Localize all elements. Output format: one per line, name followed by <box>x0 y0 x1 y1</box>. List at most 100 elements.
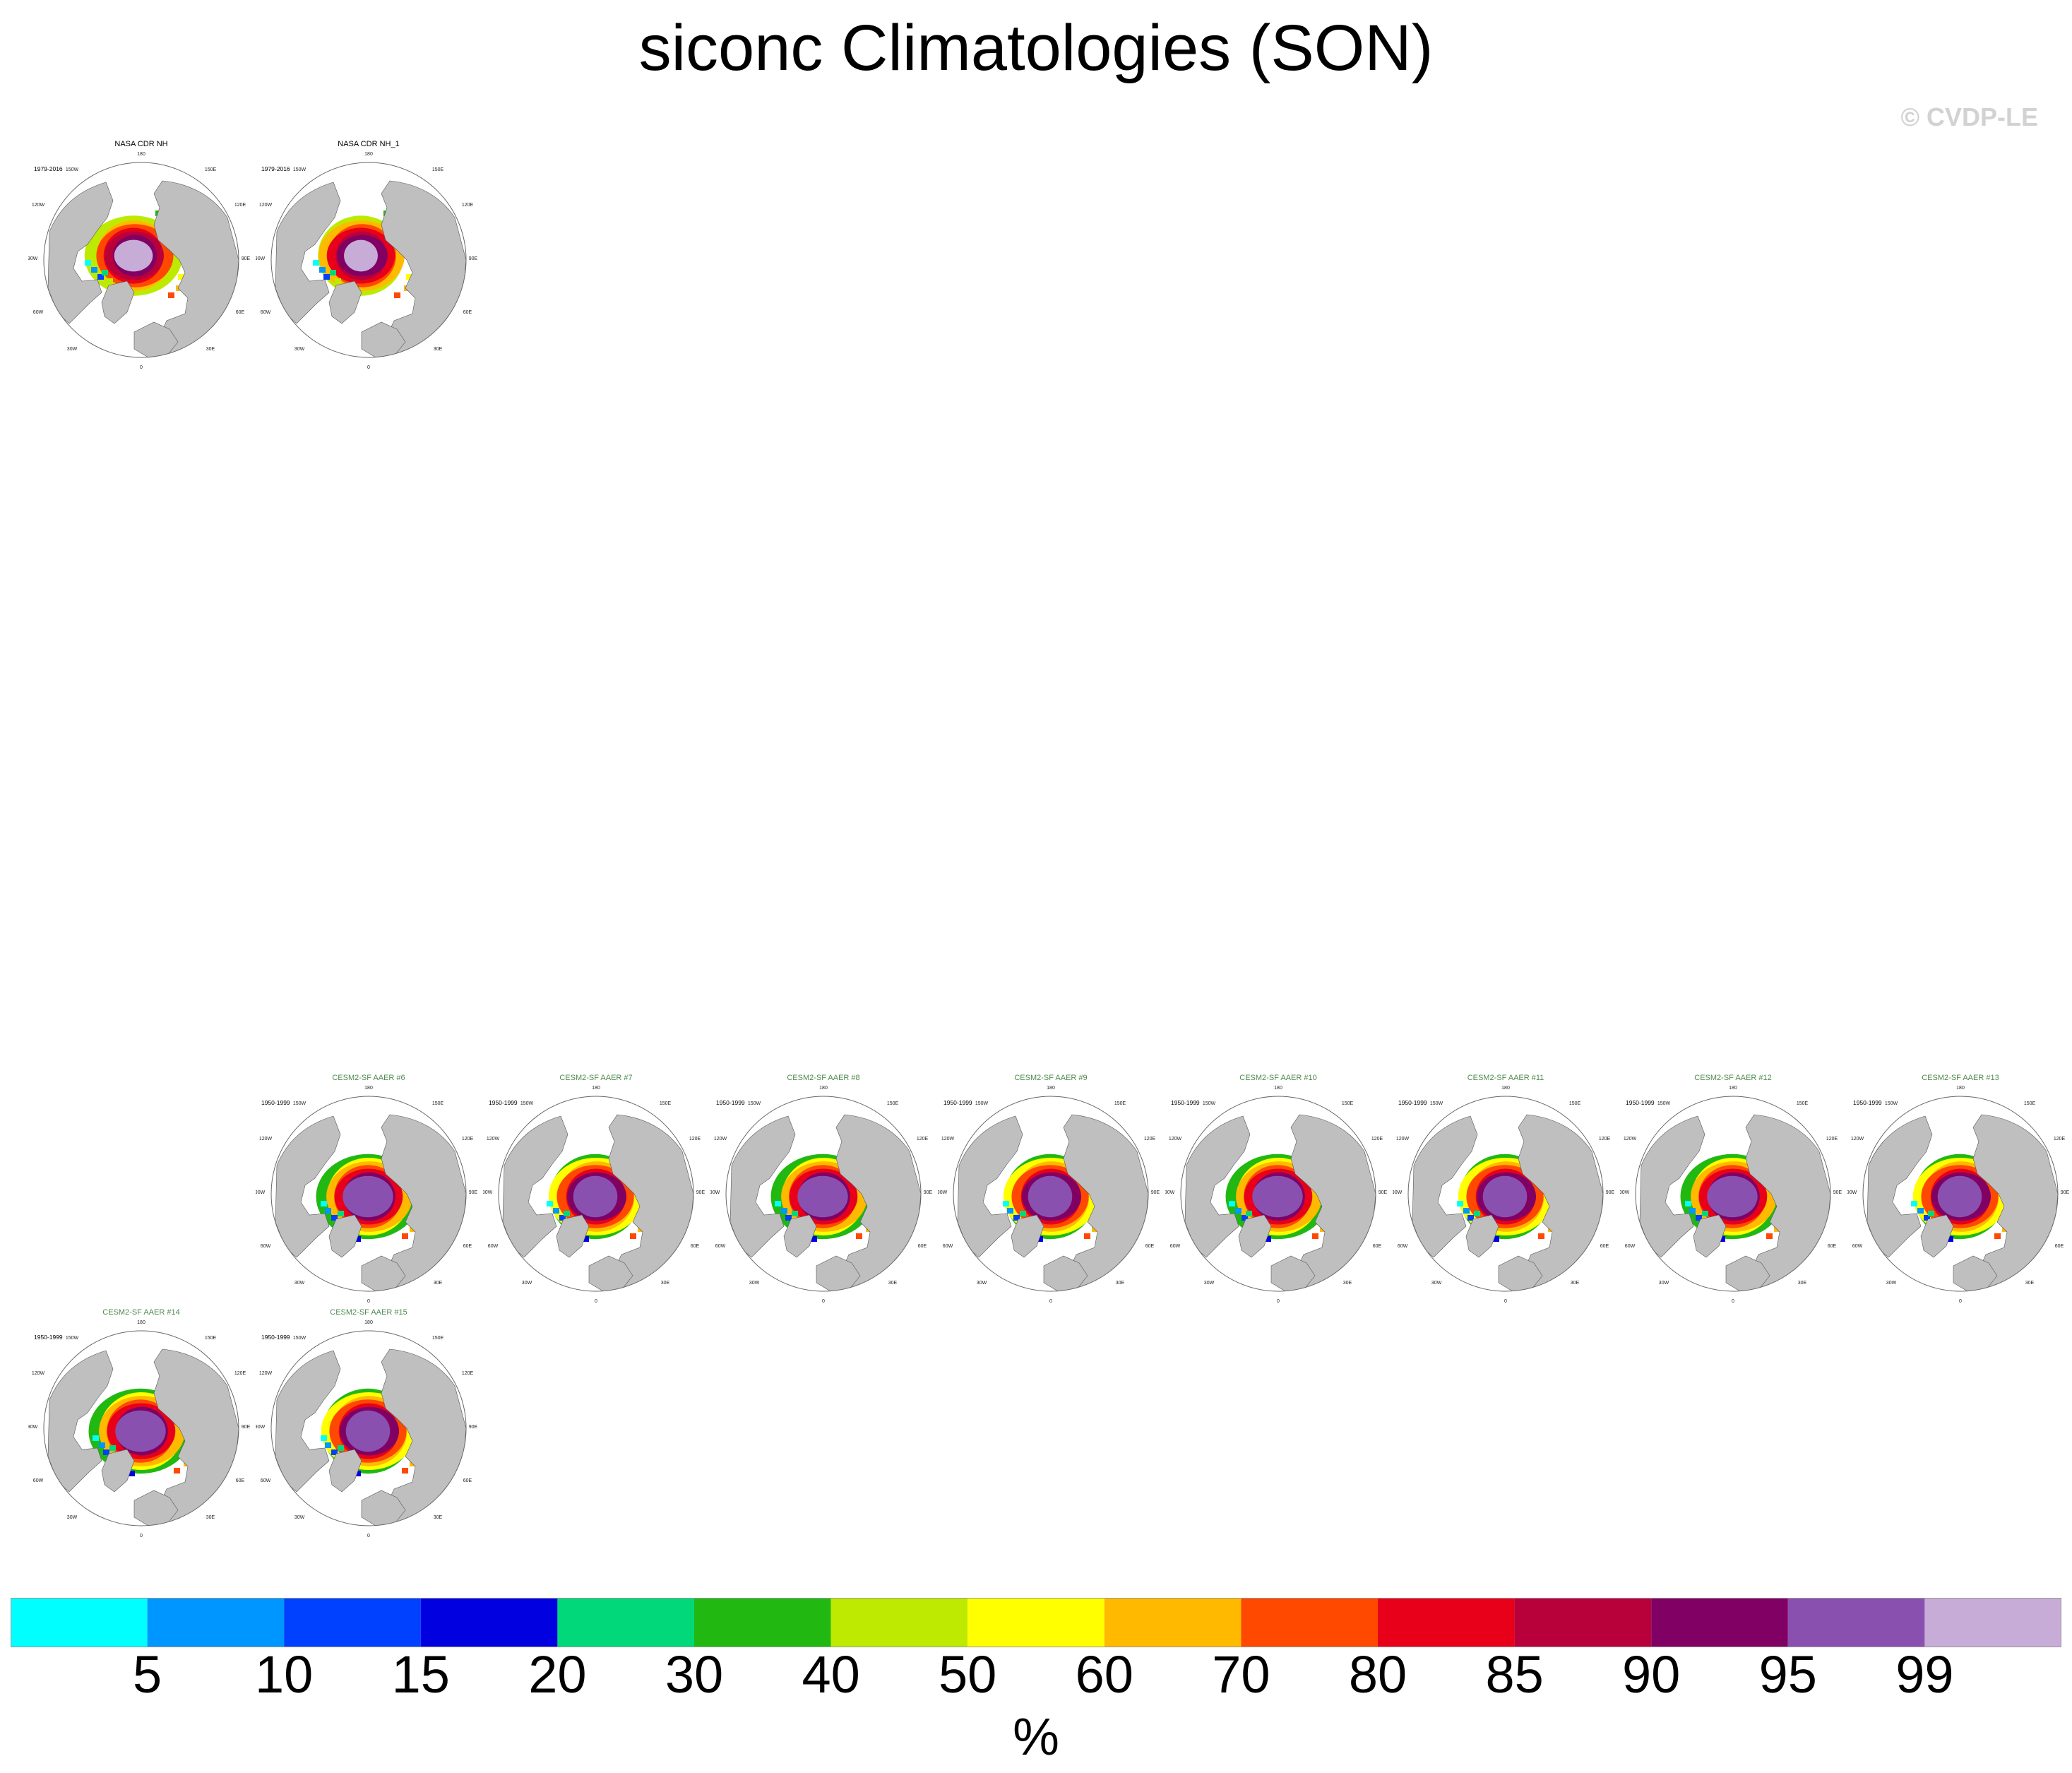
panel-title: CESM2-SF AAER #10 <box>1239 1074 1317 1082</box>
longitude-label: 0 <box>1049 1299 1052 1304</box>
period-label: 1950-1999 <box>1171 1099 1200 1106</box>
north-america-land <box>47 182 114 324</box>
longitude-label: 90E <box>469 1190 478 1195</box>
map-panel: CESM2-SF AAER #10 1950-1999 180 0 150W 120W 90… <box>1165 1074 1391 1307</box>
greenland-land <box>783 1214 817 1258</box>
panel-title: CESM2-SF AAER #8 <box>787 1074 860 1082</box>
longitude-label: 60W <box>715 1244 726 1249</box>
longitude-label: 180 <box>364 152 373 157</box>
ice-cell <box>1994 1233 2001 1239</box>
ice-cell <box>559 1215 566 1221</box>
ice-ring <box>1482 1175 1528 1218</box>
europe-land <box>133 1490 179 1526</box>
ice-cell <box>630 1233 636 1239</box>
longitude-label: 0 <box>367 365 370 370</box>
period-label: 1950-1999 <box>1626 1099 1655 1106</box>
longitude-label: 180 <box>1274 1086 1282 1091</box>
longitude-label: 120E <box>1599 1137 1611 1142</box>
greenland-land <box>1693 1214 1727 1258</box>
ice-cell <box>1928 1211 1934 1216</box>
longitude-label: 60E <box>236 310 245 315</box>
panel-title: CESM2-SF AAER #15 <box>330 1308 407 1317</box>
ice-cell <box>1037 1236 1043 1242</box>
ice-cell <box>107 278 113 284</box>
north-america-land <box>275 1350 341 1493</box>
ice-cell <box>321 1435 327 1441</box>
longitude-label: 120E <box>1144 1137 1156 1142</box>
longitude-label: 150E <box>2024 1101 2036 1106</box>
europe-land <box>816 1255 861 1291</box>
europe-land <box>133 321 179 357</box>
ice-ring <box>343 1175 393 1218</box>
longitude-label: 150W <box>1430 1101 1443 1106</box>
ice-cell <box>355 1236 361 1242</box>
longitude-label: 90W <box>938 1190 948 1195</box>
map-panel: CESM2-SF AAER #9 1950-1999 180 0 150W 120W 90W… <box>938 1074 1164 1307</box>
colorbar-bin <box>1378 1598 1515 1647</box>
map-panel: CESM2-SF AAER #7 1950-1999 180 0 150W 120W 90W… <box>483 1074 709 1307</box>
ice-cell <box>792 1211 798 1216</box>
longitude-label: 150E <box>1797 1101 1809 1106</box>
ice-cell <box>102 270 108 275</box>
longitude-label: 90E <box>696 1190 705 1195</box>
ice-cell <box>1463 1208 1470 1214</box>
ice-cell <box>313 260 319 266</box>
longitude-label: 30E <box>1116 1281 1125 1286</box>
ice-cell <box>1312 1233 1318 1239</box>
longitude-label: 60E <box>463 310 472 315</box>
panel-title: CESM2-SF AAER #7 <box>559 1074 633 1082</box>
greenland-land <box>1238 1214 1272 1258</box>
colorbar-tick-label: 40 <box>802 1645 860 1704</box>
longitude-label: 120E <box>462 1371 474 1376</box>
ice-cell <box>321 1201 327 1206</box>
ice-cell <box>1947 1236 1953 1242</box>
longitude-label: 0 <box>367 1299 370 1304</box>
longitude-label: 150W <box>293 1101 306 1106</box>
longitude-label: 90E <box>1379 1190 1388 1195</box>
map-boundary <box>270 1330 467 1526</box>
colorbar-units: % <box>1013 1707 1059 1766</box>
ice-ring <box>115 1410 166 1452</box>
longitude-label: 150W <box>66 1336 79 1341</box>
ice-cell <box>1235 1208 1242 1214</box>
colorbar-tick-label: 60 <box>1075 1645 1133 1704</box>
longitude-label: 150W <box>66 167 79 172</box>
colorbar-bin <box>1514 1598 1652 1647</box>
longitude-label: 30E <box>1343 1281 1352 1286</box>
north-america-land <box>957 1115 1023 1258</box>
longitude-label: 30E <box>2025 1281 2035 1286</box>
longitude-label: 150W <box>293 167 306 172</box>
longitude-label: 180 <box>592 1086 600 1091</box>
copyright-watermark: © CVDP-LE <box>1900 102 2038 131</box>
longitude-label: 180 <box>364 1320 373 1325</box>
ice-cell <box>1003 1201 1009 1206</box>
period-label: 1950-1999 <box>1853 1099 1882 1106</box>
ice-cell <box>1457 1201 1463 1206</box>
north-america-land <box>1866 1115 1933 1258</box>
longitude-label: 30E <box>434 1515 443 1520</box>
longitude-label: 90E <box>469 1425 478 1430</box>
longitude-label: 0 <box>140 365 143 370</box>
colorbar-tick-label: 20 <box>528 1645 587 1704</box>
longitude-label: 60W <box>33 310 44 315</box>
longitude-label: 30W <box>1886 1281 1897 1286</box>
panel-title: CESM2-SF AAER #14 <box>102 1308 180 1317</box>
longitude-label: 180 <box>137 1320 145 1325</box>
longitude-label: 150W <box>520 1101 534 1106</box>
period-label: 1950-1999 <box>261 1099 290 1106</box>
longitude-label: 180 <box>819 1086 828 1091</box>
ice-cell <box>97 274 104 280</box>
ice-cell <box>331 1449 338 1455</box>
map-panel: CESM2-SF AAER #11 1950-1999 180 0 150W 120W 90… <box>1393 1074 1619 1307</box>
longitude-label: 30W <box>977 1281 987 1286</box>
europe-land <box>588 1255 633 1291</box>
longitude-label: 90W <box>1847 1190 1857 1195</box>
ice-cell <box>781 1208 787 1214</box>
colorbar-tick-label: 30 <box>665 1645 724 1704</box>
longitude-label: 150E <box>887 1101 899 1106</box>
polar-map: 1950-1999 180 0 150W 120W 90W 60W 30W 150E 120E 90… <box>1847 1086 2070 1304</box>
longitude-label: 120E <box>234 203 246 208</box>
ice-cell <box>129 1471 135 1476</box>
ice-cell <box>583 1236 589 1242</box>
longitude-label: 90W <box>28 1425 38 1430</box>
